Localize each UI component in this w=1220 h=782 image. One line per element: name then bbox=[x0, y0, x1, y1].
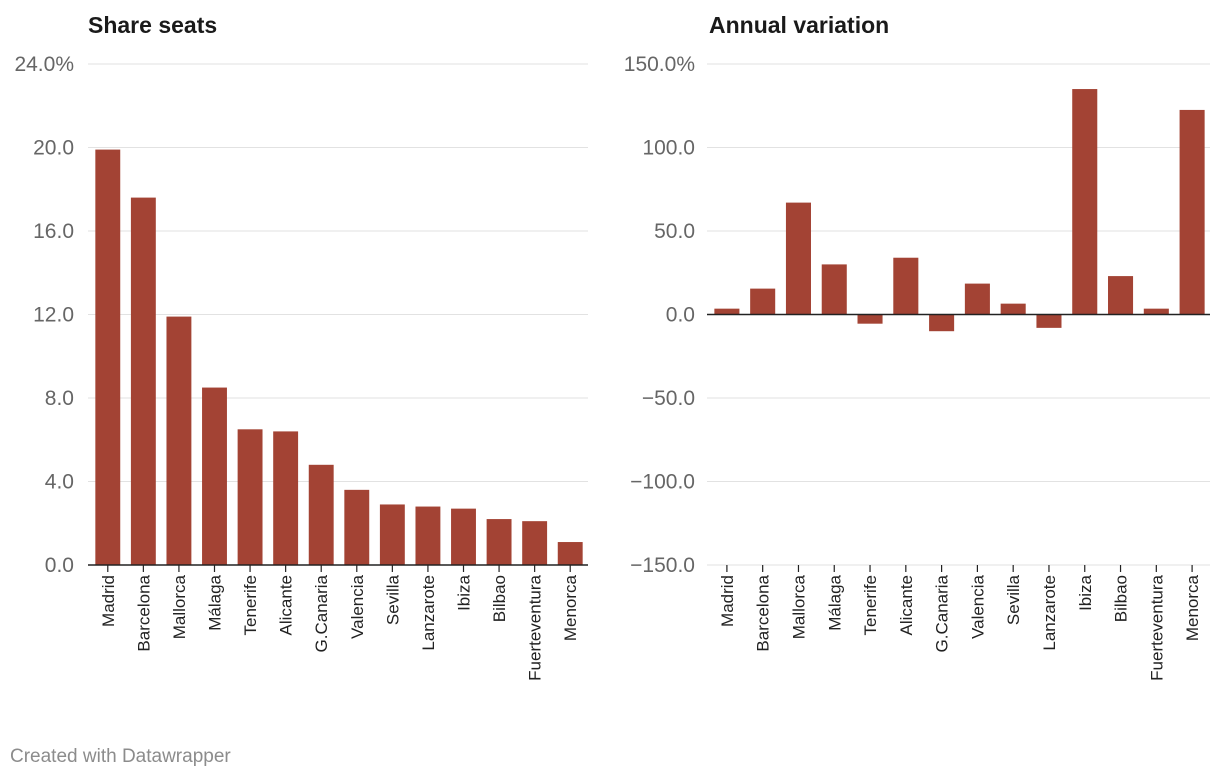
y-tick-label: 0.0 bbox=[45, 554, 74, 577]
bars bbox=[88, 149, 588, 566]
y-tick-label: −100.0 bbox=[630, 471, 695, 494]
x-label-sevilla: Sevilla bbox=[383, 574, 402, 625]
x-label-alicante: Alicante bbox=[277, 575, 296, 635]
x-label-alicante: Alicante bbox=[897, 575, 916, 635]
x-label-barcelona: Barcelona bbox=[754, 574, 773, 651]
y-tick-label: 0.0 bbox=[666, 304, 695, 327]
x-label-mallorca: Mallorca bbox=[789, 574, 808, 639]
bar-menorca bbox=[557, 542, 583, 565]
x-label-tenerife: Tenerife bbox=[861, 575, 880, 635]
y-tick-label: 4.0 bbox=[45, 471, 74, 494]
x-label-g-canaria: G.Canaria bbox=[312, 574, 331, 652]
annual-variation-chart: Annual variation −150.0 −100.0 −50.0 0.0 50.… bbox=[624, 12, 1210, 681]
bar-sevilla bbox=[379, 504, 405, 565]
bar-malaga bbox=[202, 387, 227, 565]
chart-title-share-seats: Share seats bbox=[88, 12, 217, 38]
x-label-bilbao: Bilbao bbox=[1112, 575, 1131, 622]
bar-menorca bbox=[1179, 109, 1205, 315]
x-label-sevilla: Sevilla bbox=[1004, 574, 1023, 625]
footer-credit: Created with Datawrapper bbox=[10, 746, 231, 767]
x-label-tenerife: Tenerife bbox=[241, 575, 260, 635]
bar-mallorca bbox=[166, 316, 192, 565]
x-label-barcelona: Barcelona bbox=[134, 574, 153, 651]
bar-tenerife bbox=[237, 429, 263, 565]
y-tick-label: 50.0 bbox=[654, 220, 695, 243]
bar-malaga bbox=[821, 264, 847, 315]
bar-fuerteventura bbox=[522, 521, 548, 565]
bar-lanzarote bbox=[415, 506, 441, 565]
bar-mallorca bbox=[785, 202, 811, 315]
y-tick-label: 8.0 bbox=[45, 387, 74, 410]
bar-tenerife bbox=[857, 314, 883, 324]
x-label-lanzarote: Lanzarote bbox=[419, 575, 438, 651]
bar-lanzarote bbox=[1036, 314, 1062, 328]
x-axis-labels: Madrid Barcelona Mallorca Málaga Tenerife Ali… bbox=[99, 565, 580, 681]
bar-valencia bbox=[344, 489, 370, 565]
x-label-ibiza: Ibiza bbox=[1076, 574, 1095, 610]
gridlines bbox=[88, 63, 588, 566]
y-tick-label: 150.0% bbox=[624, 53, 695, 76]
chart-title-annual-variation: Annual variation bbox=[709, 12, 889, 38]
bar-bilbao bbox=[1108, 276, 1134, 315]
y-tick-label: −150.0 bbox=[630, 554, 695, 577]
bar-madrid bbox=[714, 308, 740, 315]
bar-ibiza bbox=[1072, 89, 1098, 315]
x-label-fuerteventura: Fuerteventura bbox=[526, 574, 545, 680]
x-label-valencia: Valencia bbox=[968, 574, 987, 638]
bar-g-canaria bbox=[308, 464, 334, 565]
bar-barcelona bbox=[130, 197, 156, 565]
bar-alicante bbox=[273, 431, 299, 565]
y-axis-ticks: −150.0 −100.0 −50.0 0.0 50.0 100.0 150.0% bbox=[624, 53, 695, 577]
y-tick-label: 12.0 bbox=[33, 304, 74, 327]
bar-bilbao bbox=[486, 519, 512, 565]
y-tick-label: 20.0 bbox=[33, 137, 74, 160]
x-label-madrid: Madrid bbox=[99, 575, 118, 627]
x-label-valencia: Valencia bbox=[348, 574, 367, 638]
x-label-ibiza: Ibiza bbox=[455, 574, 474, 610]
y-tick-label: 24.0% bbox=[14, 53, 74, 76]
bar-alicante bbox=[893, 257, 919, 315]
y-tick-label: 16.0 bbox=[33, 220, 74, 243]
x-label-lanzarote: Lanzarote bbox=[1040, 575, 1059, 651]
bar-valencia bbox=[964, 283, 990, 315]
x-label-bilbao: Bilbao bbox=[490, 575, 509, 622]
x-label-madrid: Madrid bbox=[718, 575, 737, 627]
x-axis-labels: Madrid Barcelona Mallorca Málaga Tenerife Ali… bbox=[718, 565, 1202, 681]
bar-barcelona bbox=[750, 288, 776, 315]
x-label-malaga: Málaga bbox=[825, 574, 844, 630]
x-label-fuerteventura: Fuerteventura bbox=[1147, 574, 1166, 680]
y-axis-ticks: 0.0 4.0 8.0 12.0 16.0 20.0 24.0% bbox=[14, 53, 74, 577]
x-label-menorca: Menorca bbox=[561, 574, 580, 641]
bar-madrid bbox=[95, 149, 121, 565]
share-seats-chart: Share seats 0.0 4.0 8.0 12.0 16.0 20.0 24.0% M… bbox=[14, 12, 588, 681]
x-label-g-canaria: G.Canaria bbox=[933, 574, 952, 652]
bars bbox=[707, 89, 1210, 332]
bar-g-canaria bbox=[929, 314, 955, 332]
bar-sevilla bbox=[1000, 303, 1026, 315]
bar-fuerteventura bbox=[1143, 308, 1169, 315]
y-tick-label: 100.0 bbox=[642, 137, 695, 160]
x-label-malaga: Málaga bbox=[206, 574, 225, 630]
bar-ibiza bbox=[451, 508, 476, 565]
x-label-menorca: Menorca bbox=[1183, 574, 1202, 641]
y-tick-label: −50.0 bbox=[642, 387, 695, 410]
x-label-mallorca: Mallorca bbox=[170, 574, 189, 639]
